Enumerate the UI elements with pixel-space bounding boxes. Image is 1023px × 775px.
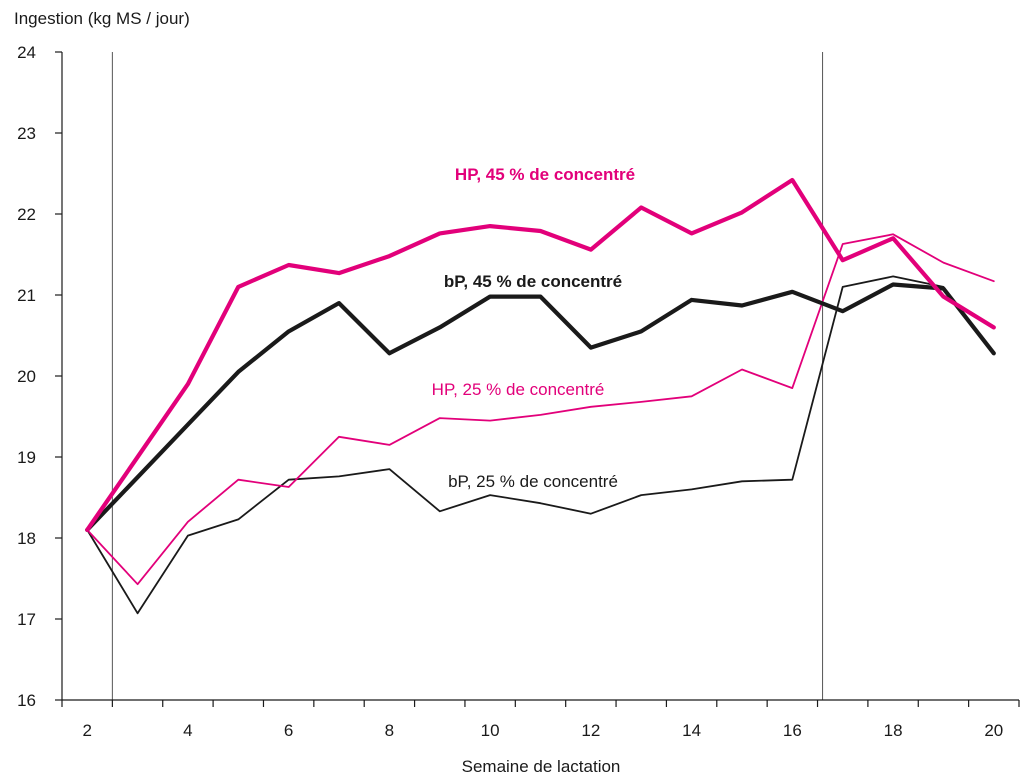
x-tick-label: 2 (82, 721, 91, 740)
x-tick-label: 18 (884, 721, 903, 740)
y-tick-label: 17 (17, 610, 36, 629)
series-line-3 (86, 233, 995, 586)
x-tick-label: 6 (284, 721, 293, 740)
x-tick-label: 16 (783, 721, 802, 740)
x-tick-label: 8 (385, 721, 394, 740)
y-tick-label: 21 (17, 286, 36, 305)
series-line-4 (86, 275, 995, 615)
x-tick-label: 12 (581, 721, 600, 740)
x-axis-title: Semaine de lactation (462, 757, 621, 775)
series-label-1: HP, 45 % de concentré (455, 165, 635, 184)
series-label-3: HP, 25 % de concentré (432, 380, 605, 399)
x-tick-label: 14 (682, 721, 701, 740)
y-axis-title: Ingestion (kg MS / jour) (14, 9, 190, 28)
series-label-4: bP, 25 % de concentré (448, 472, 618, 491)
y-tick-label: 23 (17, 124, 36, 143)
x-tick-label: 4 (183, 721, 192, 740)
series-layer (85, 177, 996, 615)
reference-lines (111, 52, 824, 700)
y-tick-label: 16 (17, 691, 36, 710)
x-tick-label: 20 (984, 721, 1003, 740)
x-tick-label: 10 (481, 721, 500, 740)
series-line-1 (85, 177, 996, 533)
y-tick-label: 20 (17, 367, 36, 386)
y-tick-label: 24 (17, 43, 36, 62)
y-tick-label: 18 (17, 529, 36, 548)
series-label-2: bP, 45 % de concentré (444, 272, 622, 291)
y-tick-label: 19 (17, 448, 36, 467)
series-labels: HP, 45 % de concentré bP, 45 % de concent… (432, 165, 635, 491)
y-tick-label: 22 (17, 205, 36, 224)
series-line-2 (85, 282, 996, 533)
